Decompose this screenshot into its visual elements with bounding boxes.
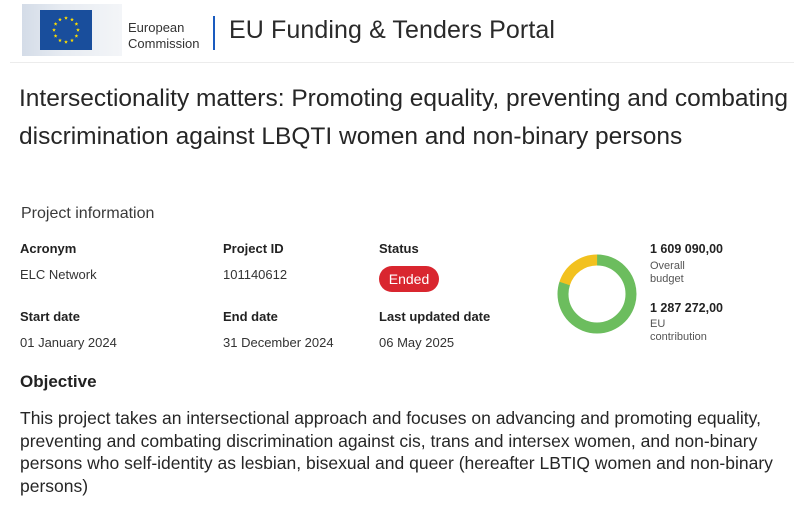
start-date-value: 01 January 2024 — [20, 335, 117, 350]
eu-star-icon — [58, 17, 62, 22]
eu-star-icon — [76, 28, 80, 32]
eu-star-icon — [64, 40, 68, 44]
end-date-label: End date — [223, 309, 278, 324]
eu-caption-line-1: EU — [650, 318, 666, 330]
eu-star-icon — [58, 38, 62, 43]
last-updated-label: Last updated date — [379, 309, 491, 324]
project-id-value: 101140612 — [223, 267, 288, 282]
logo-divider — [213, 16, 215, 50]
page-title: Intersectionality matters: Promoting equ… — [19, 85, 788, 150]
objective-heading: Objective — [20, 372, 97, 391]
status-label: Status — [379, 241, 419, 256]
project-id-label: Project ID — [223, 241, 284, 256]
eu-caption-line-2: contribution — [650, 331, 707, 343]
last-updated-value: 06 May 2025 — [379, 335, 455, 350]
eu-star-icon — [74, 34, 79, 38]
start-date-label: Start date — [20, 309, 80, 324]
logo-line-2: Commission — [128, 36, 200, 51]
overall-caption-line-2: budget — [650, 273, 684, 285]
section-label: Project information — [21, 205, 155, 222]
eu-contribution-value: 1 287 272,00 — [650, 301, 723, 315]
overall-caption-line-1: Overall — [650, 260, 685, 272]
logo-line-1: European — [128, 20, 185, 35]
portal-title[interactable]: EU Funding & Tenders Portal — [229, 16, 556, 44]
eu-star-icon — [70, 17, 74, 22]
end-date-value: 31 December 2024 — [223, 335, 334, 350]
eu-star-icon — [64, 16, 68, 20]
site-header: European Commission EU Funding & Tenders… — [0, 0, 800, 62]
acronym-value: ELC Network — [20, 267, 97, 282]
eu-star-icon — [52, 28, 56, 32]
eu-contribution-caption: EU contribution — [650, 318, 740, 344]
acronym-label: Acronym — [20, 241, 77, 256]
overall-budget-caption: Overall budget — [650, 260, 740, 286]
donut-other-segment — [557, 254, 637, 334]
eu-star-icon — [70, 38, 74, 43]
eu-star-icon — [53, 34, 58, 38]
eu-star-icon — [74, 22, 79, 26]
status-badge: Ended — [379, 266, 439, 292]
commission-logo-text[interactable]: European Commission — [128, 20, 200, 52]
budget-donut-chart — [557, 254, 637, 334]
eu-flag-icon[interactable] — [40, 10, 92, 50]
overall-budget-value: 1 609 090,00 — [650, 242, 723, 256]
objective-text: This project takes an intersectional app… — [20, 408, 773, 496]
eu-star-icon — [53, 22, 58, 26]
